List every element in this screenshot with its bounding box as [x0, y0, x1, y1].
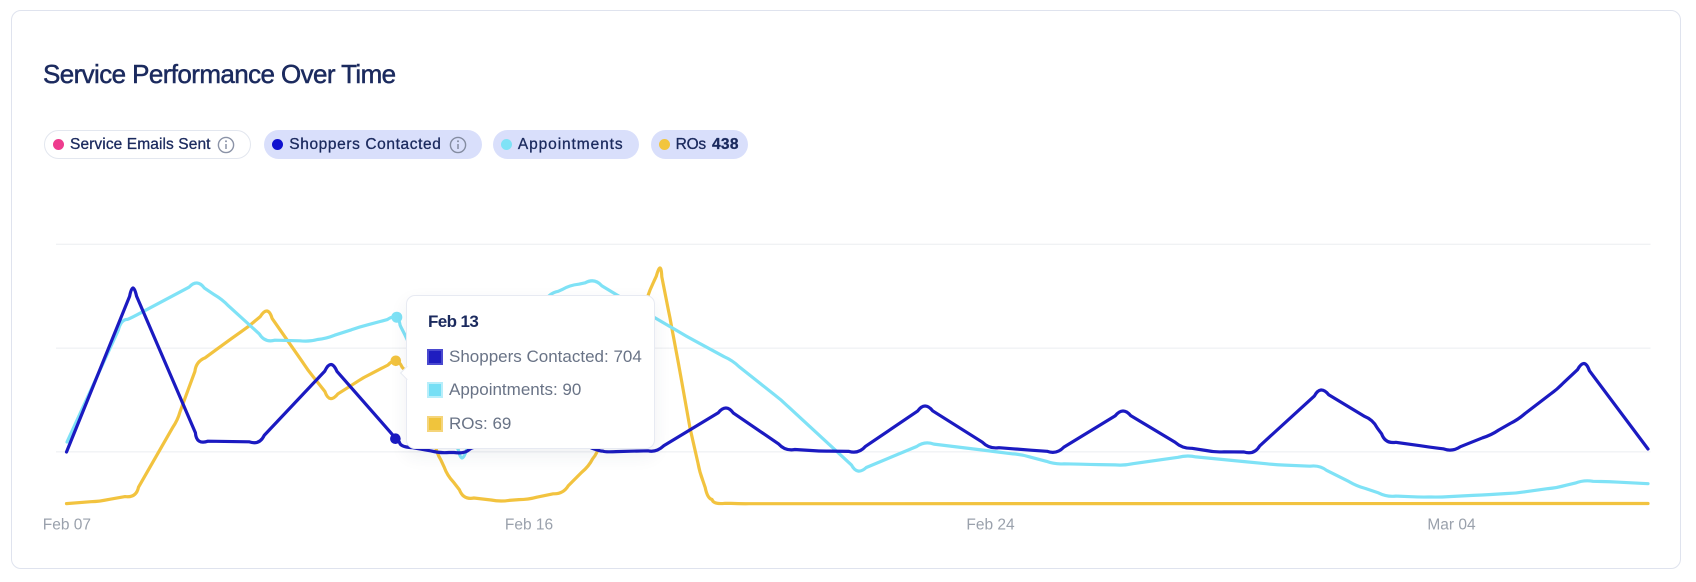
svg-text:Mar 04: Mar 04: [1427, 517, 1476, 534]
svg-text:Feb 16: Feb 16: [505, 517, 553, 534]
svg-text:Feb 07: Feb 07: [43, 517, 91, 534]
svg-text:Feb 24: Feb 24: [966, 517, 1015, 534]
